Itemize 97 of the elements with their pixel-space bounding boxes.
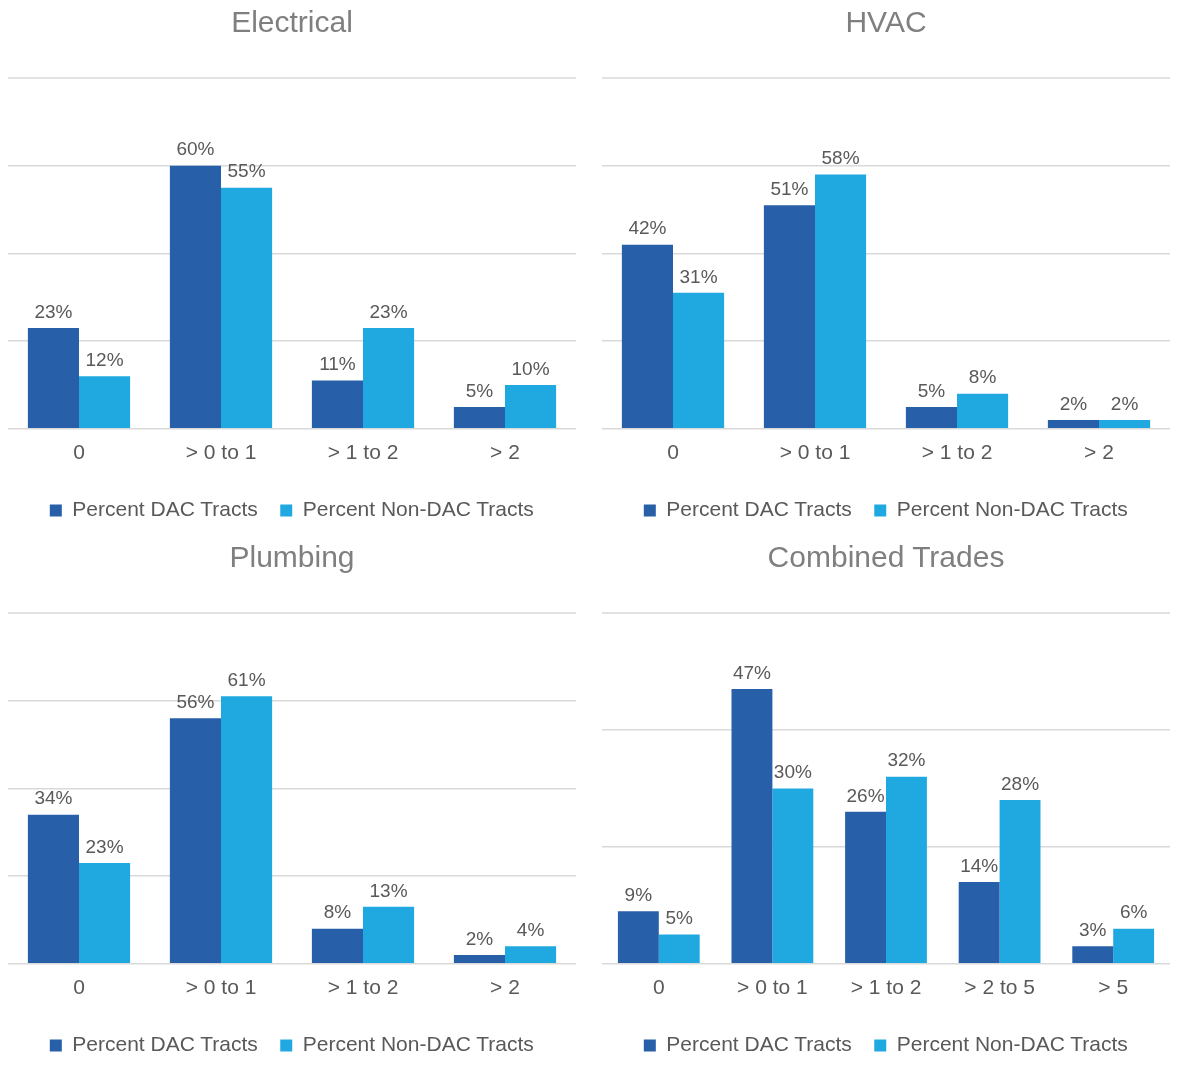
data-label: 3% xyxy=(1079,918,1107,940)
chart-title: HVAC xyxy=(845,5,927,39)
data-label: 2% xyxy=(465,927,494,949)
data-label: 47% xyxy=(732,661,772,683)
data-label: 61% xyxy=(227,669,266,691)
bar xyxy=(363,327,415,429)
data-label: 58% xyxy=(821,147,860,169)
x-tick-label: > 2 xyxy=(1084,440,1114,464)
x-tick-label: > 1 to 2 xyxy=(850,975,922,999)
legend-label: Percent DAC Tracts xyxy=(72,497,258,521)
x-tick-label: > 0 to 1 xyxy=(185,975,257,999)
data-label: 2% xyxy=(1059,392,1088,414)
data-label: 28% xyxy=(1001,772,1040,794)
bar xyxy=(311,928,363,964)
x-tick-label: > 1 to 2 xyxy=(327,440,399,464)
data-label: 23% xyxy=(85,835,124,857)
data-label: 31% xyxy=(679,265,718,287)
bar xyxy=(905,406,957,429)
chart-title: Combined Trades xyxy=(767,540,1005,574)
x-tick-label: 0 xyxy=(73,440,85,464)
bar xyxy=(169,165,221,429)
data-label: 26% xyxy=(846,784,885,806)
data-label: 56% xyxy=(176,690,215,712)
data-label: 32% xyxy=(887,749,926,771)
bar xyxy=(311,380,363,429)
legend-label: Percent DAC Tracts xyxy=(666,1032,852,1056)
data-label: 2% xyxy=(1110,392,1139,414)
x-tick-label: > 5 xyxy=(1098,975,1129,999)
data-label: 14% xyxy=(960,854,999,876)
x-tick-label: 0 xyxy=(73,975,85,999)
bar xyxy=(453,406,505,429)
x-tick-label: > 1 to 2 xyxy=(327,975,399,999)
bar xyxy=(505,946,557,964)
bar xyxy=(999,800,1041,964)
bar xyxy=(1072,946,1114,964)
x-tick-label: 0 xyxy=(652,975,665,999)
data-label: 13% xyxy=(369,879,408,901)
legend-label: Percent Non-DAC Tracts xyxy=(302,1032,534,1056)
data-label: 5% xyxy=(465,379,494,401)
bar xyxy=(617,911,659,964)
bar xyxy=(763,205,815,429)
x-tick-label: 0 xyxy=(667,440,679,464)
data-label: 11% xyxy=(319,353,356,375)
legend-label: Percent DAC Tracts xyxy=(666,497,852,521)
data-label: 9% xyxy=(624,883,653,905)
data-label: 55% xyxy=(227,160,266,182)
data-label: 30% xyxy=(773,761,812,783)
data-label: 51% xyxy=(770,177,809,199)
bar xyxy=(621,244,673,429)
bar xyxy=(453,955,505,964)
bar xyxy=(363,906,415,964)
bar xyxy=(1047,420,1099,429)
bar xyxy=(169,718,221,964)
data-label: 6% xyxy=(1119,901,1148,923)
bar xyxy=(79,862,131,964)
data-label: 12% xyxy=(85,348,124,370)
bar xyxy=(505,384,557,429)
bar xyxy=(772,788,814,964)
bar xyxy=(957,393,1009,429)
bar xyxy=(886,776,927,964)
x-tick-label: > 2 xyxy=(490,440,520,464)
data-label: 34% xyxy=(34,787,73,809)
bar xyxy=(658,934,700,964)
chart-title: Electrical xyxy=(231,5,353,39)
data-label: 4% xyxy=(516,918,545,940)
x-tick-label: > 0 to 1 xyxy=(779,440,851,464)
data-label: 8% xyxy=(323,901,352,923)
bar xyxy=(1113,928,1155,964)
data-label: 5% xyxy=(665,907,694,929)
x-tick-label: > 2 xyxy=(490,975,520,999)
x-tick-label: > 1 to 2 xyxy=(921,440,993,464)
data-label: 42% xyxy=(628,217,667,239)
bar xyxy=(27,814,79,964)
legend-label: Percent DAC Tracts xyxy=(72,1032,258,1056)
legend-label: Percent Non-DAC Tracts xyxy=(896,497,1128,521)
bar xyxy=(79,376,131,429)
x-tick-label: > 0 to 1 xyxy=(737,975,808,999)
data-label: 10% xyxy=(511,357,550,379)
bar xyxy=(845,811,886,964)
data-label: 8% xyxy=(968,366,997,388)
bar xyxy=(27,327,79,429)
bar xyxy=(673,292,725,429)
chart-title: Plumbing xyxy=(229,540,355,574)
bar xyxy=(221,696,273,964)
bar xyxy=(731,689,773,964)
data-label: 23% xyxy=(369,300,408,322)
legend-label: Percent Non-DAC Tracts xyxy=(302,497,534,521)
bar xyxy=(221,187,273,429)
data-label: 5% xyxy=(917,379,946,401)
x-tick-label: > 2 to 5 xyxy=(964,975,1035,999)
data-label: 60% xyxy=(176,138,215,160)
x-tick-label: > 0 to 1 xyxy=(185,440,257,464)
bar xyxy=(1099,420,1151,429)
bar xyxy=(958,881,1000,964)
data-label: 23% xyxy=(34,300,73,322)
legend-label: Percent Non-DAC Tracts xyxy=(896,1032,1128,1056)
bar xyxy=(815,174,867,429)
